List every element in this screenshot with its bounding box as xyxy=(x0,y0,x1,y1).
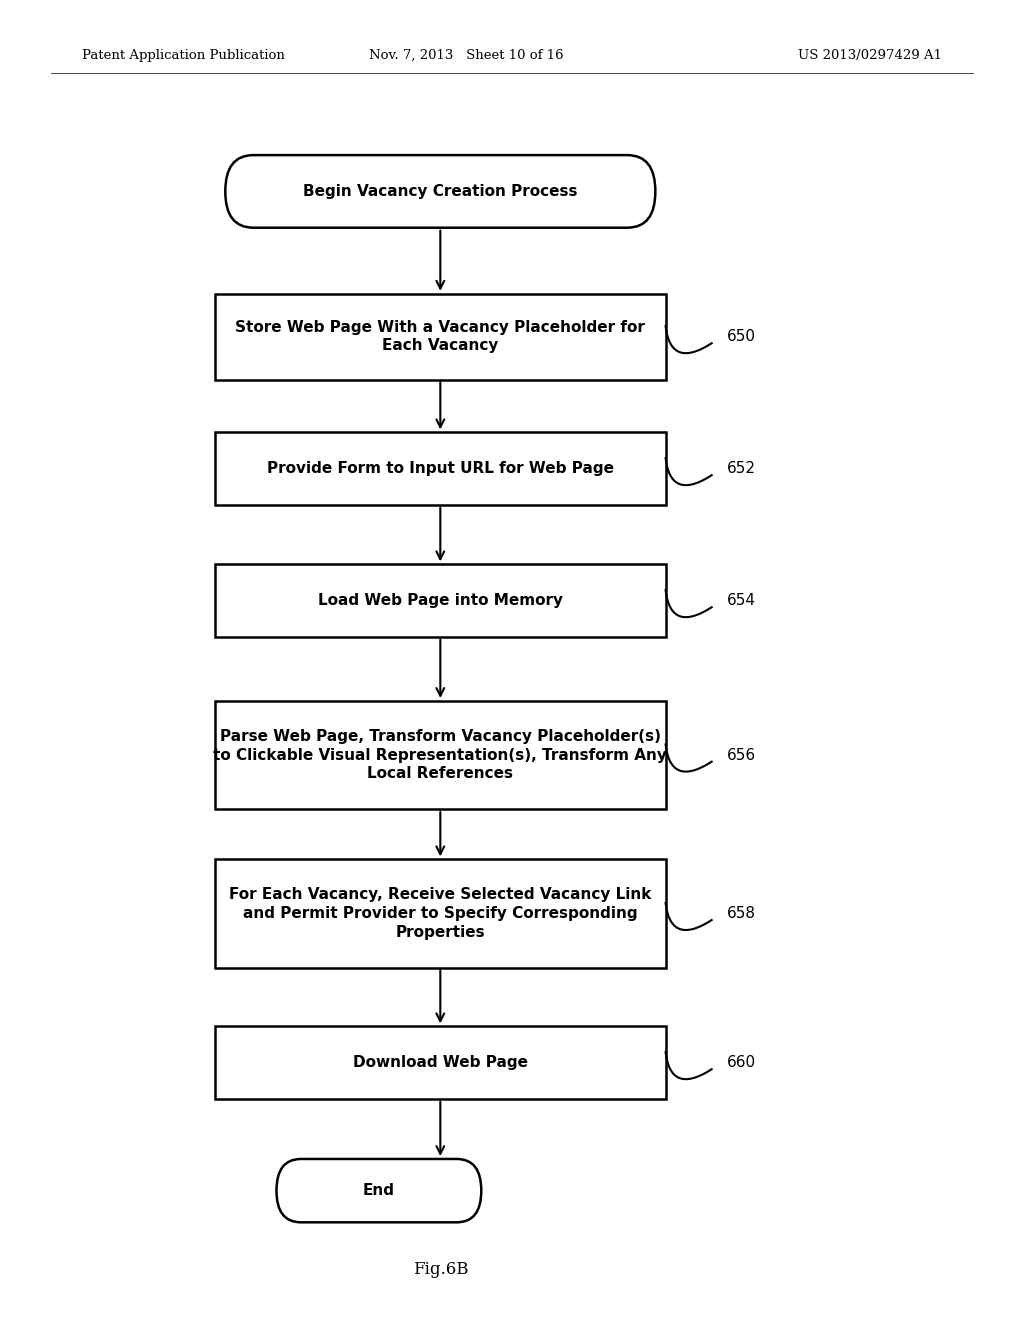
Text: 654: 654 xyxy=(727,593,756,609)
Text: Parse Web Page, Transform Vacancy Placeholder(s)
to Clickable Visual Representat: Parse Web Page, Transform Vacancy Placeh… xyxy=(213,729,668,781)
Bar xyxy=(215,701,666,809)
Text: 660: 660 xyxy=(727,1055,756,1071)
FancyBboxPatch shape xyxy=(225,154,655,227)
Text: Fig.6B: Fig.6B xyxy=(413,1262,468,1278)
FancyBboxPatch shape xyxy=(276,1159,481,1222)
Text: Load Web Page into Memory: Load Web Page into Memory xyxy=(317,593,563,609)
Text: Store Web Page With a Vacancy Placeholder for
Each Vacancy: Store Web Page With a Vacancy Placeholde… xyxy=(236,319,645,354)
Text: 650: 650 xyxy=(727,329,756,345)
Text: 658: 658 xyxy=(727,906,756,921)
Bar xyxy=(215,1027,666,1098)
Bar xyxy=(215,859,666,968)
Text: Patent Application Publication: Patent Application Publication xyxy=(82,49,285,62)
Text: For Each Vacancy, Receive Selected Vacancy Link
and Permit Provider to Specify C: For Each Vacancy, Receive Selected Vacan… xyxy=(229,887,651,940)
Bar xyxy=(215,293,666,380)
Bar xyxy=(215,433,666,504)
Text: Download Web Page: Download Web Page xyxy=(353,1055,527,1071)
Text: 656: 656 xyxy=(727,747,756,763)
Text: Nov. 7, 2013   Sheet 10 of 16: Nov. 7, 2013 Sheet 10 of 16 xyxy=(369,49,563,62)
Bar xyxy=(215,564,666,636)
Text: Begin Vacancy Creation Process: Begin Vacancy Creation Process xyxy=(303,183,578,199)
Text: Provide Form to Input URL for Web Page: Provide Form to Input URL for Web Page xyxy=(267,461,613,477)
Text: End: End xyxy=(362,1183,395,1199)
Text: 652: 652 xyxy=(727,461,756,477)
Text: US 2013/0297429 A1: US 2013/0297429 A1 xyxy=(798,49,942,62)
